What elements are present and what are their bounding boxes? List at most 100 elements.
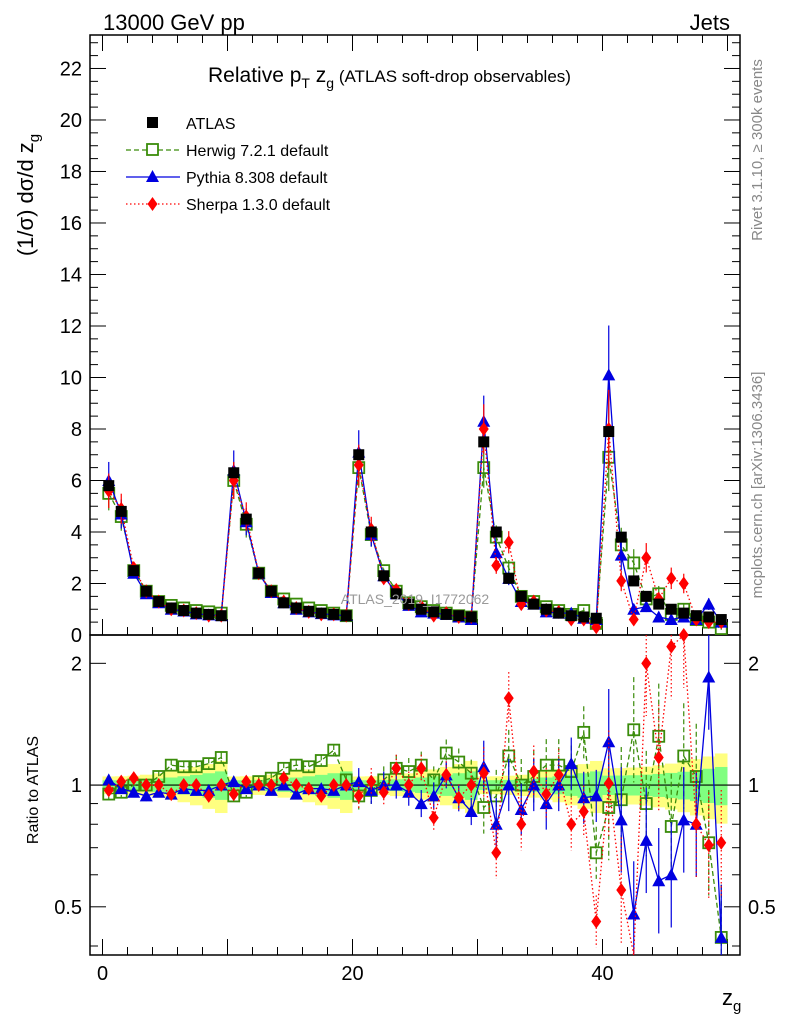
ratio-point-sherpa <box>428 810 439 825</box>
data-point-atlas <box>303 605 315 617</box>
legend-item-sherpa: Sherpa 1.3.0 default <box>126 197 331 214</box>
ratio-point-sherpa <box>666 639 677 654</box>
data-point-atlas <box>415 603 427 615</box>
data-point-atlas <box>203 608 215 620</box>
ratio-point-sherpa <box>341 778 352 793</box>
ratio-point-sherpa <box>453 790 464 805</box>
ratio-point-herwig <box>302 760 316 774</box>
ratio-line-pythia <box>108 676 722 938</box>
mcplots-info: mcplots.cern.ch [arXiv:1306.3436] <box>749 372 766 599</box>
data-point-atlas <box>603 426 615 438</box>
main-y-tick-label: 6 <box>71 470 82 492</box>
ratio-point-herwig <box>214 751 228 764</box>
data-point-sherpa <box>678 576 689 591</box>
ratio-point-herwig <box>589 846 603 860</box>
data-point-atlas <box>140 585 152 597</box>
ratio-point-herwig <box>189 760 203 774</box>
ratio-point-sherpa <box>391 761 402 776</box>
ratio-y-tick-label-right: 0.5 <box>748 897 776 919</box>
ratio-point-pythia <box>289 787 303 800</box>
ratio-point-pythia <box>389 778 403 791</box>
ratio-point-sherpa <box>616 883 627 898</box>
ratio-point-herwig <box>539 758 553 772</box>
data-point-atlas <box>565 610 577 622</box>
data-point-atlas <box>365 526 377 538</box>
ratio-point-sherpa <box>191 778 202 793</box>
data-point-atlas <box>715 614 727 626</box>
ratio-point-sherpa <box>316 788 327 803</box>
ratio-point-pythia <box>714 930 728 943</box>
ratio-point-sherpa <box>653 750 664 765</box>
data-point-atlas <box>678 607 690 619</box>
x-tick-label: 0 <box>97 963 108 985</box>
data-point-atlas <box>165 602 177 614</box>
ratio-point-sherpa <box>503 691 514 706</box>
ratio-point-sherpa <box>553 767 564 782</box>
ratio-point-sherpa <box>541 787 552 802</box>
ratio-point-sherpa <box>303 781 314 796</box>
data-point-herwig <box>477 461 491 475</box>
ratio-point-sherpa <box>441 767 452 782</box>
ratio-point-herwig <box>677 749 691 763</box>
band-green <box>702 768 715 804</box>
data-point-atlas <box>453 610 465 622</box>
band-green <box>715 766 728 806</box>
ratio-y-tick-label-right: 2 <box>748 653 759 675</box>
rivet-info: Rivet 3.1.10, ≥ 300k events <box>749 59 766 241</box>
ratio-point-sherpa <box>153 778 164 793</box>
legend-item-pythia: Pythia 8.308 default <box>126 170 328 187</box>
ratio-point-herwig <box>477 801 491 814</box>
legend-label-sherpa: Sherpa 1.3.0 default <box>186 197 331 214</box>
legend-label-atlas: ATLAS <box>186 116 236 133</box>
ratio-point-sherpa <box>166 787 177 802</box>
ratio-point-pythia <box>652 874 666 887</box>
data-point-atlas <box>528 598 540 610</box>
main-y-tick-label: 18 <box>60 161 82 183</box>
ratio-point-pythia <box>102 773 116 786</box>
data-point-pythia <box>614 548 628 561</box>
series-atlas <box>103 426 727 626</box>
ratio-point-sherpa <box>403 778 414 793</box>
data-point-atlas <box>540 603 552 615</box>
data-point-pythia <box>489 546 503 559</box>
ratio-point-sherpa <box>578 804 589 819</box>
ratio-point-herwig <box>602 801 616 814</box>
ratio-point-pythia <box>352 775 366 788</box>
ratio-point-sherpa <box>716 835 727 850</box>
ratio-point-herwig <box>289 758 303 772</box>
legend-item-herwig: Herwig 7.2.1 default <box>126 143 329 160</box>
ratio-point-pythia <box>552 778 566 791</box>
ratio-point-sherpa <box>128 771 139 786</box>
ratio-point-pythia <box>664 868 678 881</box>
data-point-sherpa <box>491 558 502 573</box>
ratio-point-sherpa <box>416 761 427 776</box>
data-point-sherpa <box>666 571 677 586</box>
data-point-sherpa <box>353 458 364 473</box>
data-point-atlas <box>465 611 477 623</box>
ratio-point-sherpa <box>528 764 539 779</box>
header-jets: Jets <box>690 10 730 35</box>
ratio-point-pythia <box>127 785 141 798</box>
ratio-point-pythia <box>227 775 241 788</box>
data-point-pythia <box>664 613 678 626</box>
data-point-atlas <box>228 467 240 479</box>
data-point-atlas <box>315 607 327 619</box>
ratio-point-sherpa <box>366 774 377 789</box>
ratio-point-sherpa <box>253 778 264 793</box>
ratio-point-sherpa <box>216 778 227 793</box>
ratio-point-sherpa <box>516 817 527 832</box>
data-point-atlas <box>665 603 677 615</box>
ratio-axis-label: Ratio to ATLAS <box>25 736 42 844</box>
data-point-atlas <box>340 610 352 622</box>
ratio-point-herwig <box>164 758 178 772</box>
data-point-atlas <box>553 607 565 619</box>
main-y-tick-label: 14 <box>60 264 82 286</box>
legend-label-pythia: Pythia 8.308 default <box>186 170 328 187</box>
data-point-atlas <box>590 612 602 624</box>
data-point-atlas <box>240 513 252 525</box>
ratio-point-pythia <box>364 783 378 796</box>
main-y-tick-label: 4 <box>71 522 82 544</box>
ratio-point-sherpa <box>691 817 702 832</box>
data-point-atlas <box>278 597 290 609</box>
